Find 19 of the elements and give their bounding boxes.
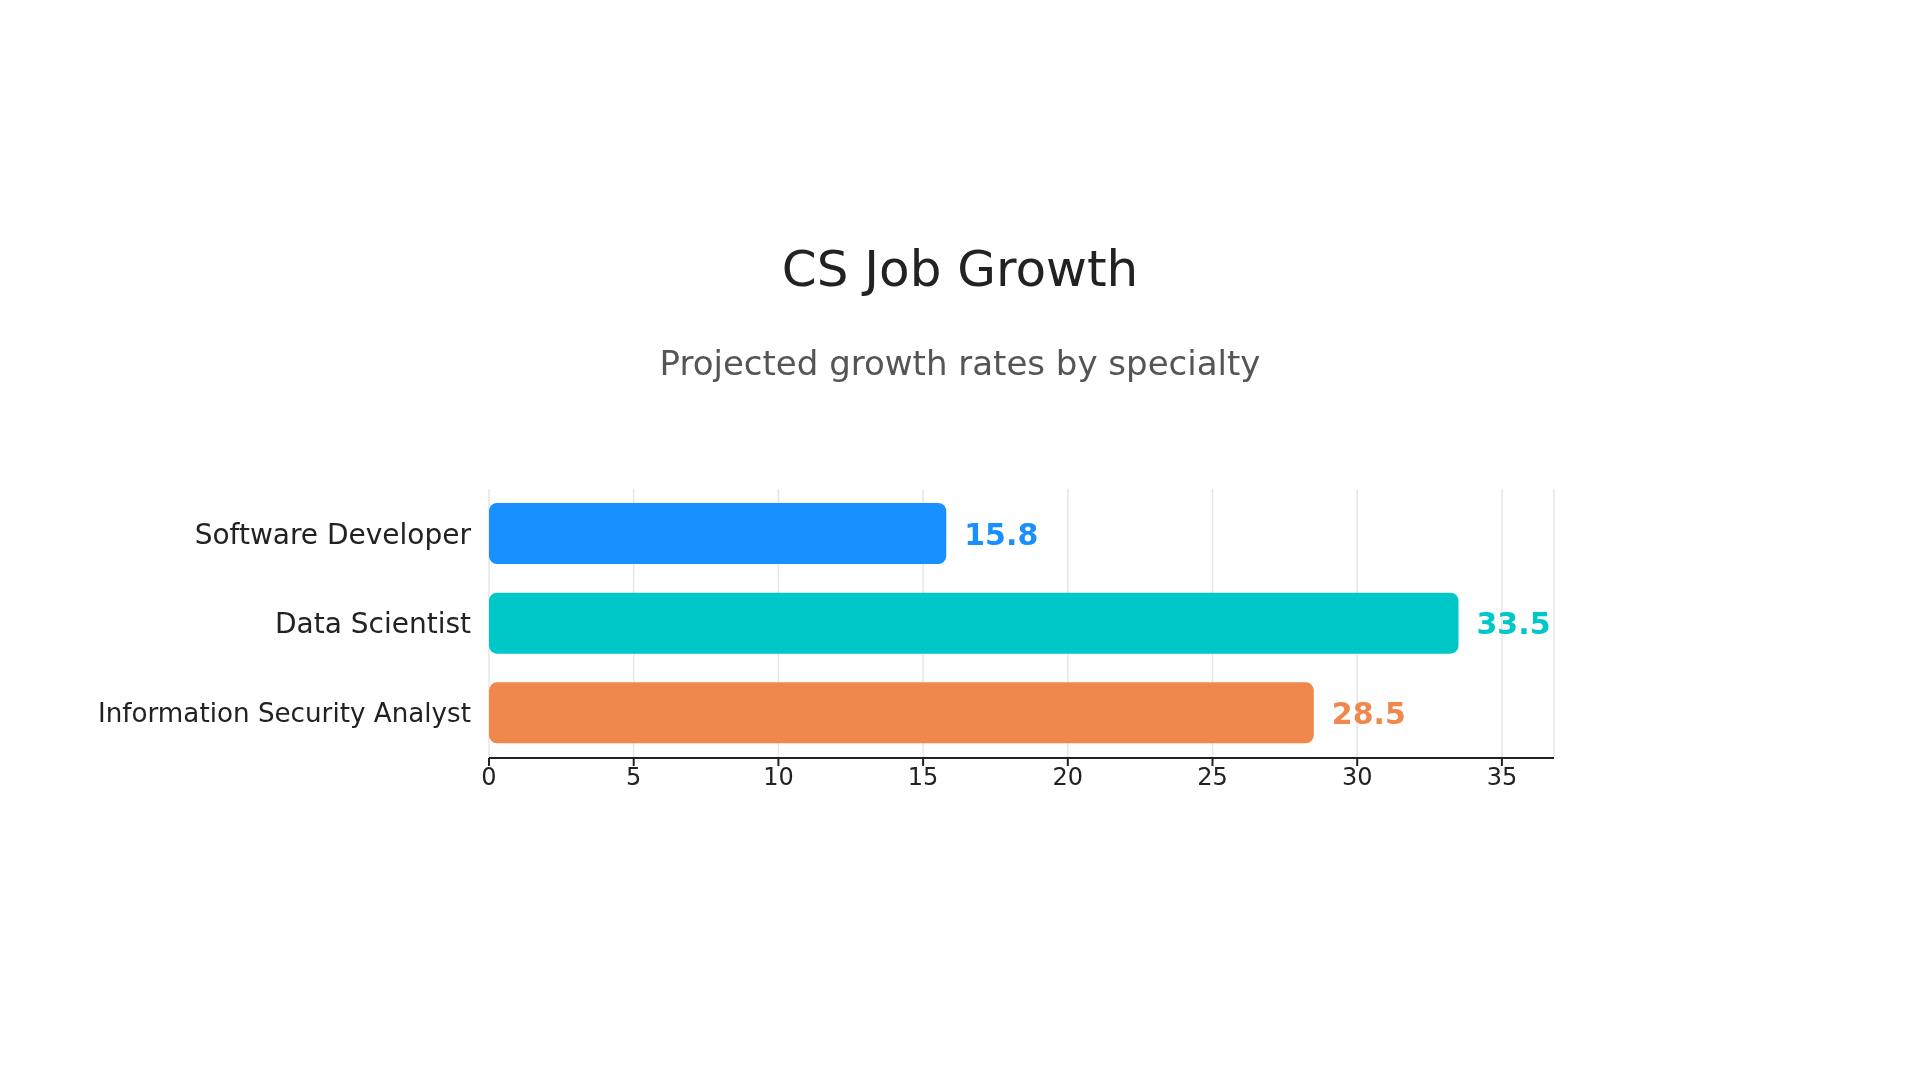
x-tick-label: 0 (481, 763, 497, 792)
data-label: 28.5 (1331, 695, 1406, 731)
bar (489, 592, 1459, 654)
y-tick-label: Information Security Analyst (97, 698, 471, 729)
x-tick-label: 10 (763, 763, 794, 792)
x-tick-label: 20 (1052, 763, 1084, 792)
x-tick-label: 15 (907, 763, 939, 792)
x-tick-label: 35 (1486, 763, 1518, 792)
y-tick-label: Data Scientist (275, 607, 472, 641)
x-tick-label: 30 (1341, 763, 1373, 792)
data-label: 33.5 (1476, 606, 1551, 642)
x-tick-label: 5 (626, 763, 642, 792)
bar (489, 503, 947, 564)
x-tick-label: 25 (1197, 763, 1228, 792)
chart-title: CS Job Growth (780, 240, 1140, 298)
y-tick-label: Software Developer (194, 517, 472, 551)
chart-subtitle: Projected growth rates by specialty (658, 343, 1262, 383)
bar (489, 682, 1314, 744)
data-label: 15.8 (964, 516, 1039, 552)
